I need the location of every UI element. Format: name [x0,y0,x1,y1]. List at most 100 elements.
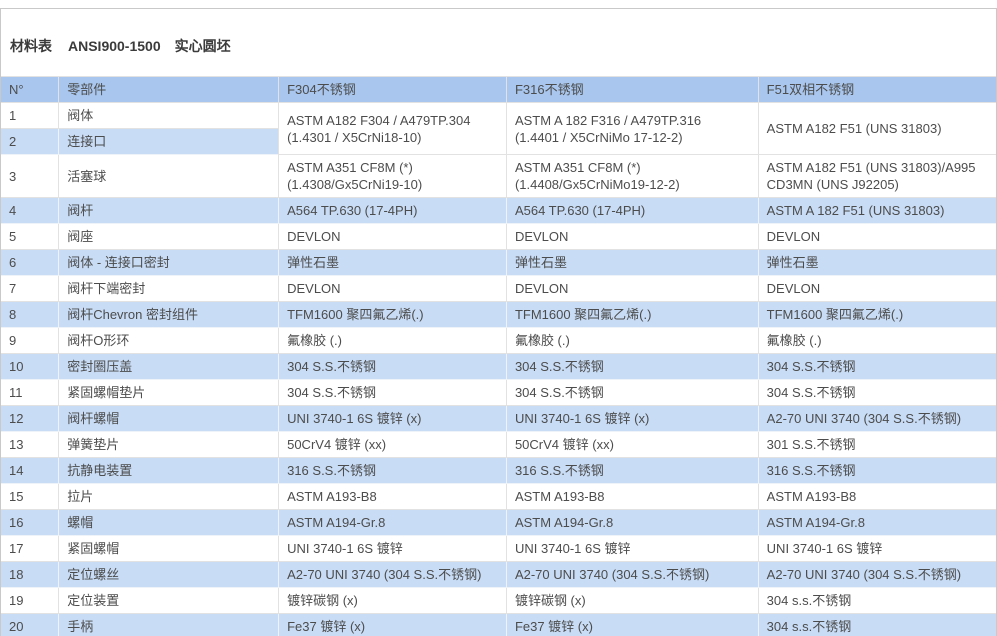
row-number-cell: 13 [1,431,60,458]
part-name-cell: 定位装置 [58,587,280,614]
material-cell-f316: Fe37 镀锌 (x) [505,613,759,636]
table-row: 14 抗静电装置 316 S.S.不锈钢 316 S.S.不锈钢 316 S.S.不锈钢 [1,457,996,484]
table-row: 19 定位装置 镀锌碳钢 (x) 镀锌碳钢 (x) 304 s.s.不锈钢 [1,587,996,614]
material-cell-f51: UNI 3740-1 6S 镀锌 [757,535,996,562]
part-name-cell: 定位螺丝 [58,561,280,588]
material-cell-f304: 50CrV4 镀锌 (xx) [278,431,507,458]
material-cell-f51: DEVLON [757,275,996,302]
material-cell-f304: 316 S.S.不锈钢 [278,457,507,484]
material-cell-f51: ASTM A193-B8 [757,483,996,510]
table-row: 11 紧固螺帽垫片 304 S.S.不锈钢 304 S.S.不锈钢 304 S.S.不锈… [1,379,996,406]
row-number-cell: 12 [1,405,60,432]
row-number-cell: 8 [1,301,60,328]
materials-table-body: 1 阀体 ASTM A182 F304 / A479TP.304 (1.4301 /… [1,102,996,636]
material-cell-f304: 304 S.S.不锈钢 [278,353,507,380]
row-number-cell: 17 [1,535,60,562]
material-cell-f51: 氟橡胶 (.) [757,327,996,354]
material-cell-f51: 316 S.S.不锈钢 [757,457,996,484]
row-number-cell: 19 [1,587,60,614]
material-cell-f304: ASTM A351 CF8M (*) (1.4308/Gx5CrNi19-10) [278,154,507,198]
material-cell-f304: ASTM A182 F304 / A479TP.304 (1.4301 / X5… [278,102,507,155]
row-number-cell: 20 [1,613,60,636]
material-cell-f51: 304 S.S.不锈钢 [757,379,996,406]
material-cell-f316: A564 TP.630 (17-4PH) [505,197,759,224]
row-number-cell: 1 [1,102,60,129]
part-name-cell: 螺帽 [58,509,280,536]
material-cell-f316: TFM1600 聚四氟乙烯(.) [505,301,759,328]
material-cell-f51: DEVLON [757,223,996,250]
table-row: 20 手柄 Fe37 镀锌 (x) Fe37 镀锌 (x) 304 s.s.不锈钢 [1,613,996,636]
material-cell-f304: 氟橡胶 (.) [278,327,507,354]
table-header-row: N° 零部件 F304不锈钢 F316不锈钢 F51双相不锈钢 [1,76,996,103]
material-cell-f304: 304 S.S.不锈钢 [278,379,507,406]
material-cell-f316: 氟橡胶 (.) [505,327,759,354]
material-cell-f316: ASTM A193-B8 [505,483,759,510]
material-cell-f304: A564 TP.630 (17-4PH) [278,197,507,224]
table-row: 1 阀体 ASTM A182 F304 / A479TP.304 (1.4301 /… [1,102,996,155]
material-cell-f51: 304 S.S.不锈钢 [757,353,996,380]
material-cell-f316: ASTM A351 CF8M (*) (1.4408/Gx5CrNiMo19-1… [505,154,759,198]
material-cell-f51: 弹性石墨 [757,249,996,276]
material-cell-f316: 镀锌碳钢 (x) [505,587,759,614]
materials-table: N° 零部件 F304不锈钢 F316不锈钢 F51双相不锈钢 1 阀体 ASTM … [1,76,996,636]
part-name-cell: 手柄 [58,613,280,636]
material-cell-f304: DEVLON [278,275,507,302]
material-cell-f51: 301 S.S.不锈钢 [757,431,996,458]
part-name-cell: 阀杆下端密封 [58,275,280,302]
table-row: 4 阀杆 A564 TP.630 (17-4PH) A564 TP.630 (17-4… [1,197,996,224]
part-name-cell: 密封圈压盖 [58,353,280,380]
table-row: 2 连接口 [1,128,996,155]
material-cell-f316: A2-70 UNI 3740 (304 S.S.不锈钢) [505,561,759,588]
material-cell-f51: A2-70 UNI 3740 (304 S.S.不锈钢) [757,405,996,432]
material-cell-f304: ASTM A194-Gr.8 [278,509,507,536]
material-cell-f316: 316 S.S.不锈钢 [505,457,759,484]
table-row: 8 阀杆Chevron 密封组件 TFM1600 聚四氟乙烯(.) TFM1600 聚… [1,301,996,328]
row-number-cell: 5 [1,223,60,250]
row-number-cell: 15 [1,483,60,510]
title-label: 材料表 [10,38,52,54]
page-container: 材料表 ANSI900-1500 实心圆坯 N° 零部件 F304不锈钢 F316不… [0,8,997,636]
table-row: 12 阀杆螺帽 UNI 3740-1 6S 镀锌 (x) UNI 3740-1 6S … [1,405,996,432]
row-number-cell: 3 [1,154,60,198]
part-name-cell: 紧固螺帽 [58,535,280,562]
table-row: 7 阀杆下端密封 DEVLON DEVLON DEVLON [1,275,996,302]
material-cell-f316: DEVLON [505,223,759,250]
material-cell-f316: UNI 3740-1 6S 镀锌 [505,535,759,562]
part-name-cell: 紧固螺帽垫片 [58,379,280,406]
material-cell-f316: 304 S.S.不锈钢 [505,353,759,380]
material-cell-f304: 弹性石墨 [278,249,507,276]
material-cell-f304: 镀锌碳钢 (x) [278,587,507,614]
column-header-f304: F304不锈钢 [278,76,507,103]
part-name-cell: 阀体 [58,102,280,129]
part-name-cell: 阀体 - 连接口密封 [58,249,280,276]
row-number-cell: 18 [1,561,60,588]
material-cell-f304: UNI 3740-1 6S 镀锌 (x) [278,405,507,432]
row-number-cell: 6 [1,249,60,276]
material-cell-f316: 弹性石墨 [505,249,759,276]
part-name-cell: 阀杆 [58,197,280,224]
material-cell-f51: ASTM A182 F51 (UNS 31803) [757,102,996,155]
material-cell-f304: Fe37 镀锌 (x) [278,613,507,636]
title-standard-code: ANSI900-1500 [68,38,161,54]
page-title: 材料表 ANSI900-1500 实心圆坯 [1,9,996,76]
column-header-number: N° [1,76,60,103]
part-name-cell: 阀杆螺帽 [58,405,280,432]
material-cell-f316: 304 S.S.不锈钢 [505,379,759,406]
material-cell-f304: DEVLON [278,223,507,250]
part-name-cell: 弹簧垫片 [58,431,280,458]
table-row: 16 螺帽 ASTM A194-Gr.8 ASTM A194-Gr.8 ASTM A19… [1,509,996,536]
part-name-cell: 抗静电装置 [58,457,280,484]
table-row: 9 阀杆O形环 氟橡胶 (.) 氟橡胶 (.) 氟橡胶 (.) [1,327,996,354]
row-number-cell: 11 [1,379,60,406]
row-number-cell: 2 [1,128,60,155]
material-cell-f316: UNI 3740-1 6S 镀锌 (x) [505,405,759,432]
part-name-cell: 拉片 [58,483,280,510]
part-name-cell: 连接口 [58,128,279,155]
part-name-cell: 阀座 [58,223,280,250]
material-cell-f51: 304 s.s.不锈钢 [757,587,996,614]
material-cell-f51: ASTM A 182 F51 (UNS 31803) [757,197,996,224]
material-cell-f304: UNI 3740-1 6S 镀锌 [278,535,507,562]
part-name-cell: 阀杆Chevron 密封组件 [58,301,280,328]
material-cell-f316: ASTM A194-Gr.8 [505,509,759,536]
column-header-f51: F51双相不锈钢 [757,76,996,103]
